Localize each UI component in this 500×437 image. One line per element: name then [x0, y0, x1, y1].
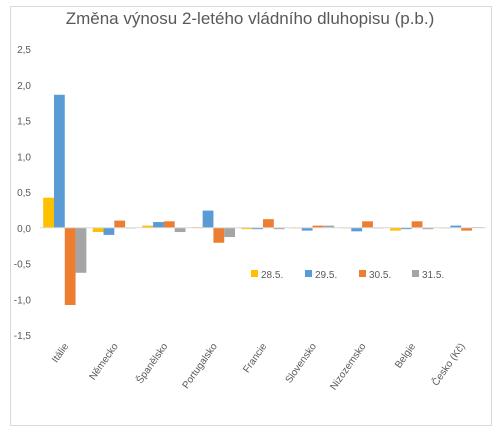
bar — [75, 227, 87, 273]
legend-label: 29.5. — [315, 270, 337, 281]
legend-label: 28.5. — [261, 270, 283, 281]
y-tick-label: 0,5 — [17, 188, 31, 199]
legend: 28.5. 29.5. 30.5. 31.5. — [251, 270, 444, 281]
bar — [142, 225, 154, 228]
y-axis-labels: 2,5 2,0 1,5 1,0 0,5 0,0 -0,5 -1,0 -1,5 — [14, 45, 32, 342]
bar — [273, 227, 285, 230]
bar — [153, 222, 164, 228]
bar — [213, 227, 225, 243]
bar — [114, 220, 126, 228]
bar — [43, 197, 54, 228]
legend-swatch — [359, 270, 366, 277]
legend-swatch — [251, 270, 258, 277]
bar — [422, 227, 434, 230]
legend-item: 30.5. — [359, 270, 391, 281]
x-tick-label: Nizozemsko — [328, 341, 368, 392]
bar — [400, 227, 412, 230]
y-tick-label: 1,5 — [17, 117, 31, 128]
bar — [174, 227, 186, 233]
bar — [362, 221, 373, 228]
bar — [301, 227, 313, 231]
x-tick-label: Slovensko — [284, 341, 320, 385]
y-tick-label: -1,0 — [14, 295, 32, 306]
bar — [53, 94, 65, 228]
legend-label: 31.5. — [422, 270, 444, 281]
bar — [64, 227, 76, 305]
x-tick-label: Belgie — [393, 341, 418, 370]
y-tick-label: 2,5 — [17, 45, 31, 56]
bar — [202, 210, 214, 228]
x-tick-label: Francie — [241, 341, 269, 375]
x-tick-label: Německo — [88, 341, 121, 382]
legend-swatch — [305, 270, 312, 277]
bar — [263, 219, 274, 228]
bar — [103, 227, 115, 235]
chart-area — [10, 6, 492, 426]
bar — [461, 227, 473, 231]
x-tick-label: Itálie — [50, 341, 71, 365]
y-tick-label: -1,5 — [14, 331, 32, 342]
y-tick-label: 0,0 — [17, 224, 31, 235]
bar — [163, 221, 175, 228]
bars — [43, 94, 483, 305]
legend-swatch — [412, 270, 419, 277]
x-tick-label: Portugalsko — [181, 341, 221, 391]
bar — [92, 227, 104, 233]
x-tick-label: Česko (Kč) — [429, 340, 468, 388]
bar — [312, 225, 324, 228]
bar — [390, 227, 401, 231]
chart-title: Změna výnosu 2-letého vládního dluhopisu… — [65, 9, 435, 28]
bar — [323, 225, 335, 228]
x-axis-labels: Itálie Německo Španělsko Portugalsko Francie… — [50, 340, 468, 392]
bar — [241, 227, 253, 230]
bar — [411, 221, 423, 228]
y-tick-label: 1,0 — [17, 152, 31, 163]
bar — [351, 227, 363, 232]
x-tick-label: Španělsko — [133, 340, 171, 386]
y-tick-label: -0,5 — [14, 260, 32, 271]
legend-item: 31.5. — [412, 270, 444, 281]
bar — [224, 227, 236, 238]
y-tick-label: 2,0 — [17, 81, 31, 92]
bar — [252, 227, 263, 230]
legend-item: 29.5. — [305, 270, 337, 281]
legend-item: 28.5. — [251, 270, 283, 281]
bar — [450, 225, 462, 228]
legend-label: 30.5. — [369, 270, 391, 281]
